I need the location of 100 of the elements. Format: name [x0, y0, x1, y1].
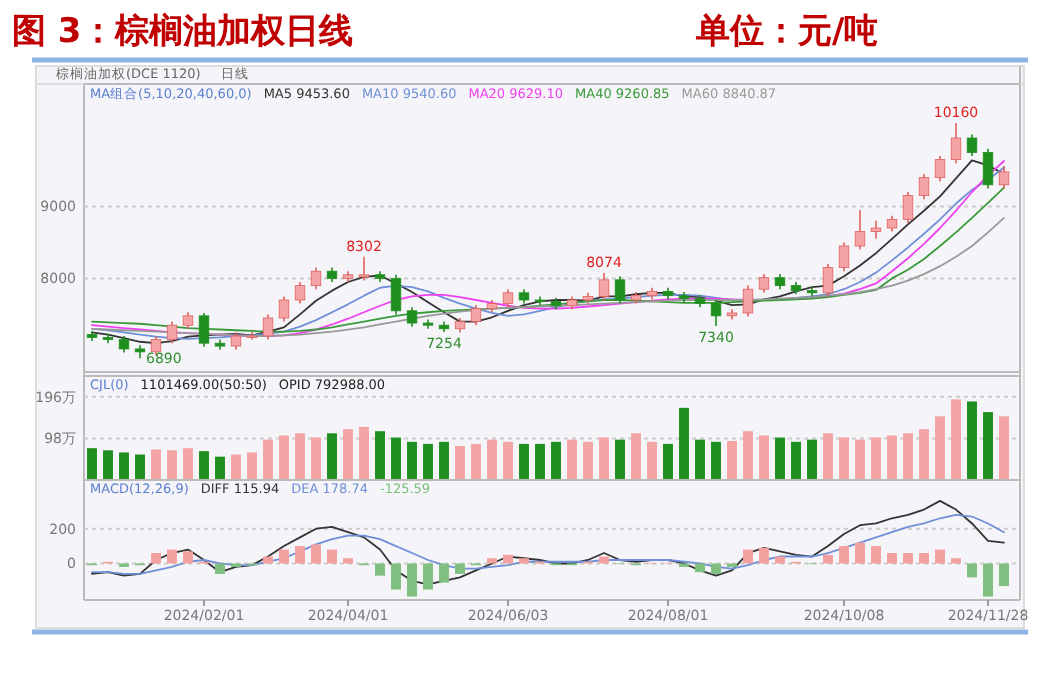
candlestick [614, 275, 626, 305]
candlestick [358, 255, 370, 282]
bar [327, 433, 337, 480]
bar [199, 451, 209, 480]
candlestick [982, 148, 994, 190]
candlestick [950, 122, 962, 164]
bar [903, 553, 913, 564]
bar [967, 401, 977, 480]
bar [631, 433, 641, 480]
bar [743, 549, 753, 564]
bar [919, 429, 929, 480]
bar [183, 551, 193, 564]
bar [231, 454, 241, 480]
bar [759, 547, 769, 564]
bar [247, 452, 257, 480]
bar [999, 416, 1009, 480]
bar [967, 563, 977, 578]
candlestick [278, 295, 290, 323]
bar [919, 553, 929, 564]
bar [407, 441, 417, 480]
bar [807, 439, 817, 480]
candlestick [198, 312, 210, 348]
bar [359, 426, 369, 480]
bar [311, 544, 321, 564]
bar [327, 549, 337, 564]
bar [151, 553, 161, 564]
bar [599, 437, 609, 480]
candlestick [166, 320, 178, 344]
candlestick [966, 133, 978, 157]
bar [775, 437, 785, 480]
bar [375, 563, 385, 576]
bar [439, 563, 449, 583]
candlestick [854, 209, 866, 251]
bar [711, 563, 721, 574]
bar [263, 439, 273, 480]
bar [455, 563, 465, 574]
bar [295, 433, 305, 480]
candlestick [934, 155, 946, 182]
bar [791, 441, 801, 480]
bar [679, 407, 689, 480]
bar [871, 437, 881, 480]
chart-title: 图 3：棕榈油加权日线 [12, 12, 354, 52]
bar [119, 452, 129, 480]
bar [951, 399, 961, 480]
bar [391, 437, 401, 480]
bar [167, 450, 177, 480]
bar [151, 449, 161, 480]
bar [935, 549, 945, 564]
bar [183, 448, 193, 480]
bar [871, 546, 881, 564]
candlestick [470, 304, 482, 326]
bar [551, 441, 561, 480]
bar [215, 456, 225, 480]
bar [711, 441, 721, 480]
bar [695, 439, 705, 480]
bar [935, 416, 945, 480]
bar [103, 450, 113, 480]
bar [487, 439, 497, 480]
bar [647, 441, 657, 480]
bar [519, 443, 529, 480]
bar [279, 549, 289, 564]
bar [215, 563, 225, 574]
bar [391, 563, 401, 590]
bar [887, 553, 897, 564]
candlestick [742, 284, 754, 318]
bar [695, 563, 705, 573]
bar [375, 431, 385, 480]
bar [535, 443, 545, 480]
bar [311, 437, 321, 480]
bar [999, 563, 1009, 587]
candlestick [870, 220, 882, 240]
bar [167, 549, 177, 564]
candlestick [822, 263, 834, 298]
bar [407, 563, 417, 597]
bar [135, 454, 145, 480]
bar [471, 443, 481, 480]
bar [439, 441, 449, 480]
bar [887, 435, 897, 480]
bar [615, 439, 625, 480]
bar [823, 433, 833, 480]
candlestick [902, 191, 914, 224]
candlestick [710, 299, 722, 327]
bar [855, 542, 865, 564]
bar [295, 546, 305, 564]
candlestick [598, 272, 610, 301]
bar [855, 439, 865, 480]
bar [567, 439, 577, 480]
candlestick [918, 173, 930, 200]
bar [503, 554, 513, 564]
bar [727, 440, 737, 480]
bar [839, 437, 849, 480]
bar [87, 448, 97, 480]
bar [583, 441, 593, 480]
bar [423, 563, 433, 590]
bar [839, 546, 849, 564]
line-series [91, 513, 1005, 575]
bar [759, 435, 769, 480]
bar [983, 563, 993, 597]
bar [823, 554, 833, 564]
candlestick [838, 241, 850, 272]
